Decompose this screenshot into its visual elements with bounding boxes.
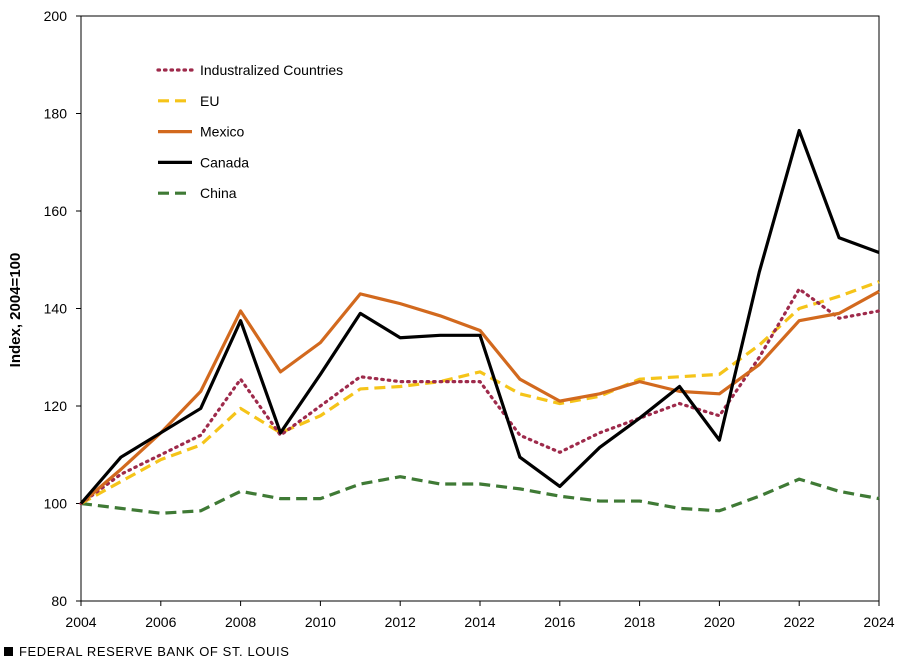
y-tick-label: 140	[44, 301, 68, 317]
legend-label: China	[200, 185, 237, 201]
axes: 80 100 120 140 160 180 200 2004 2006 2008 2010 2012…	[44, 8, 895, 630]
footer-square-icon	[4, 647, 13, 656]
series-line-eu	[80, 280, 880, 505]
x-tick-label: 2008	[225, 614, 256, 630]
x-tick-label: 2014	[464, 614, 495, 630]
x-tick-label: 2010	[305, 614, 336, 630]
y-tick-label: 100	[44, 496, 68, 512]
y-tick-label: 160	[44, 203, 68, 219]
line-chart: 80 100 120 140 160 180 200 2004 2006 2008 2010 2012…	[7, 8, 895, 630]
x-tick-label: 2018	[624, 614, 655, 630]
x-tick-label: 2024	[863, 614, 894, 630]
series-lines	[79, 128, 881, 515]
x-tick-label: 2004	[65, 614, 96, 630]
y-tick-label: 180	[44, 106, 68, 122]
y-tick-label: 120	[44, 398, 68, 414]
y-tick-label: 200	[44, 8, 68, 24]
y-axis-label: Index, 2004=100	[7, 253, 24, 368]
legend-label: EU	[200, 93, 219, 109]
footer-text: FEDERAL RESERVE BANK OF ST. LOUIS	[19, 644, 290, 659]
series-line-china	[80, 475, 880, 515]
y-tick-label: 80	[51, 593, 67, 609]
series-line-mexico	[79, 290, 880, 505]
legend: Industralized Countries EU Mexico Canada Chi…	[156, 62, 343, 201]
series-line-industralized-countries	[79, 287, 881, 506]
x-tick-label: 2020	[704, 614, 735, 630]
x-tick-label: 2006	[145, 614, 176, 630]
series-line-canada	[79, 128, 880, 505]
legend-label: Industralized Countries	[200, 62, 343, 78]
x-tick-label: 2012	[385, 614, 416, 630]
footer-source: FEDERAL RESERVE BANK OF ST. LOUIS	[4, 644, 289, 659]
x-tick-label: 2016	[544, 614, 575, 630]
legend-label: Canada	[200, 154, 249, 170]
legend-label: Mexico	[200, 124, 245, 140]
x-tick-label: 2022	[784, 614, 815, 630]
